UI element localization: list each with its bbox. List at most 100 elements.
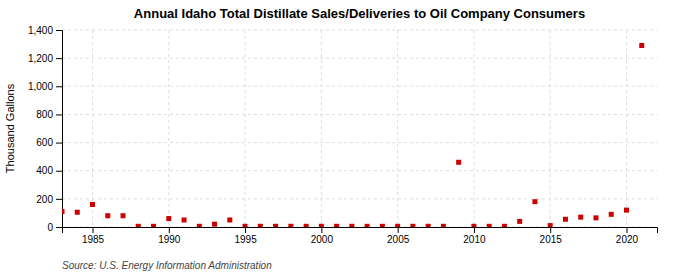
point xyxy=(121,213,126,218)
point xyxy=(548,223,553,227)
tick-mark xyxy=(474,227,475,233)
grid-line-x xyxy=(321,30,322,227)
title: Annual Idaho Total Distillate Sales/Deli… xyxy=(134,6,585,21)
point xyxy=(471,224,476,227)
point xyxy=(502,224,507,227)
tick: 2020 xyxy=(616,227,639,245)
grid xyxy=(62,30,657,227)
y-axis: 0 200 400 600 800 1,000 1,200 1,400 xyxy=(28,25,63,233)
chart: 1985 1990 1995 2000 2005 2010 2015 2020 0 200 400 6… xyxy=(0,0,675,275)
point xyxy=(304,224,309,227)
point xyxy=(410,224,415,227)
point xyxy=(273,224,278,227)
point xyxy=(380,224,385,227)
tick: 1,400 xyxy=(28,25,62,36)
grid-line-y xyxy=(62,170,657,171)
tick: 2015 xyxy=(540,227,563,245)
point xyxy=(319,224,324,227)
tick-mark xyxy=(245,227,246,233)
tick: 1,000 xyxy=(28,81,62,92)
grid-line-x xyxy=(168,30,169,227)
tick-label: 0 xyxy=(47,222,53,233)
point xyxy=(243,224,248,227)
grid-line-x xyxy=(92,30,93,227)
grid-line-y xyxy=(62,142,657,143)
point xyxy=(487,224,492,227)
tick: 1995 xyxy=(234,227,257,245)
point xyxy=(151,224,156,227)
tick-label: 2005 xyxy=(387,234,410,245)
grid-line-y xyxy=(62,114,657,115)
grid-line-x xyxy=(397,30,398,227)
point xyxy=(349,224,354,227)
point xyxy=(90,202,95,207)
tick-label: 200 xyxy=(36,194,53,205)
tick-label: 2015 xyxy=(540,234,563,245)
tick: 800 xyxy=(36,109,62,120)
tick-mark xyxy=(56,143,62,144)
tick-label: 600 xyxy=(36,137,53,148)
point xyxy=(62,209,65,214)
tick: 200 xyxy=(36,194,62,205)
tick-label: 1990 xyxy=(158,234,181,245)
tick-mark xyxy=(93,227,94,233)
grid-line-y xyxy=(62,86,657,87)
tick: 1985 xyxy=(82,227,105,245)
tick-mark xyxy=(550,227,551,233)
plot-area: 1985 1990 1995 2000 2005 2010 2015 2020 0 200 400 6… xyxy=(28,25,658,245)
grid-line-x xyxy=(473,30,474,227)
point xyxy=(441,224,446,227)
tick-mark xyxy=(56,199,62,200)
tick-label: 800 xyxy=(36,109,53,120)
axis-line xyxy=(56,31,63,228)
tick-label: 1,000 xyxy=(28,81,53,92)
point xyxy=(395,224,400,227)
tick: 1990 xyxy=(158,227,181,245)
tick: 400 xyxy=(36,165,62,176)
tick-mark xyxy=(56,171,62,172)
tick-mark xyxy=(398,227,399,233)
grid-line-x xyxy=(626,30,627,227)
point xyxy=(624,208,629,213)
grid-line-x xyxy=(245,30,246,227)
point xyxy=(227,217,232,222)
grid-line-y xyxy=(62,198,657,199)
point xyxy=(563,217,568,222)
tick-label: 1995 xyxy=(234,234,257,245)
tick: 1,200 xyxy=(28,53,62,64)
point xyxy=(593,215,598,220)
point xyxy=(212,222,217,227)
tick-mark xyxy=(169,227,170,233)
tick: 0 xyxy=(47,222,62,233)
points xyxy=(62,43,644,227)
point xyxy=(75,210,80,215)
point xyxy=(166,216,171,221)
grid-line-y xyxy=(62,58,657,59)
tick: 600 xyxy=(36,137,62,148)
point xyxy=(197,224,202,227)
point xyxy=(639,43,644,48)
tick: 2000 xyxy=(311,227,334,245)
tick-label: 2020 xyxy=(616,234,639,245)
point xyxy=(426,224,431,227)
tick: 2010 xyxy=(463,227,486,245)
x-axis: 1985 1990 1995 2000 2005 2010 2015 2020 xyxy=(63,227,658,245)
point xyxy=(182,217,187,222)
tick-mark xyxy=(56,114,62,115)
point xyxy=(517,219,522,224)
point xyxy=(456,160,461,165)
tick-mark xyxy=(626,227,627,233)
tick: 2005 xyxy=(387,227,410,245)
grid-line-x xyxy=(550,30,551,227)
tick-label: 2010 xyxy=(463,234,486,245)
point xyxy=(258,224,263,227)
point xyxy=(288,224,293,227)
tick-label: 2000 xyxy=(311,234,334,245)
y-axis-title: Thousand Gallons xyxy=(4,83,16,173)
point xyxy=(105,213,110,218)
source: Source: U.S. Energy Information Administ… xyxy=(62,260,272,271)
tick-mark xyxy=(56,58,62,59)
point xyxy=(334,224,339,227)
point xyxy=(578,215,583,220)
grid-line-y xyxy=(62,30,657,31)
